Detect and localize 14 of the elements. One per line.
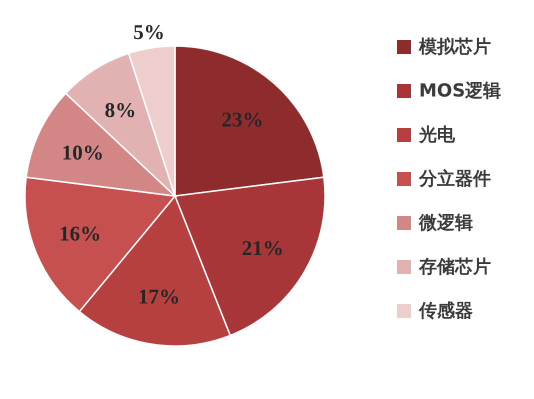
legend-label: MOS逻辑	[419, 80, 502, 102]
data-label: 16%	[59, 222, 102, 246]
data-label: 5%	[133, 20, 165, 44]
data-label: 21%	[242, 236, 284, 260]
data-label: 23%	[221, 107, 264, 132]
legend-label: 分立器件	[418, 168, 491, 190]
data-label: 17%	[138, 284, 180, 309]
data-label: 10%	[62, 140, 104, 165]
legend-label: 模拟芯片	[418, 36, 491, 58]
legend-label: 传感器	[418, 300, 473, 322]
data-label: 8%	[104, 98, 136, 122]
legend-label: 微逻辑	[418, 212, 473, 234]
legend-label: 光电	[418, 124, 456, 146]
legend-label: 存储芯片	[418, 256, 491, 278]
